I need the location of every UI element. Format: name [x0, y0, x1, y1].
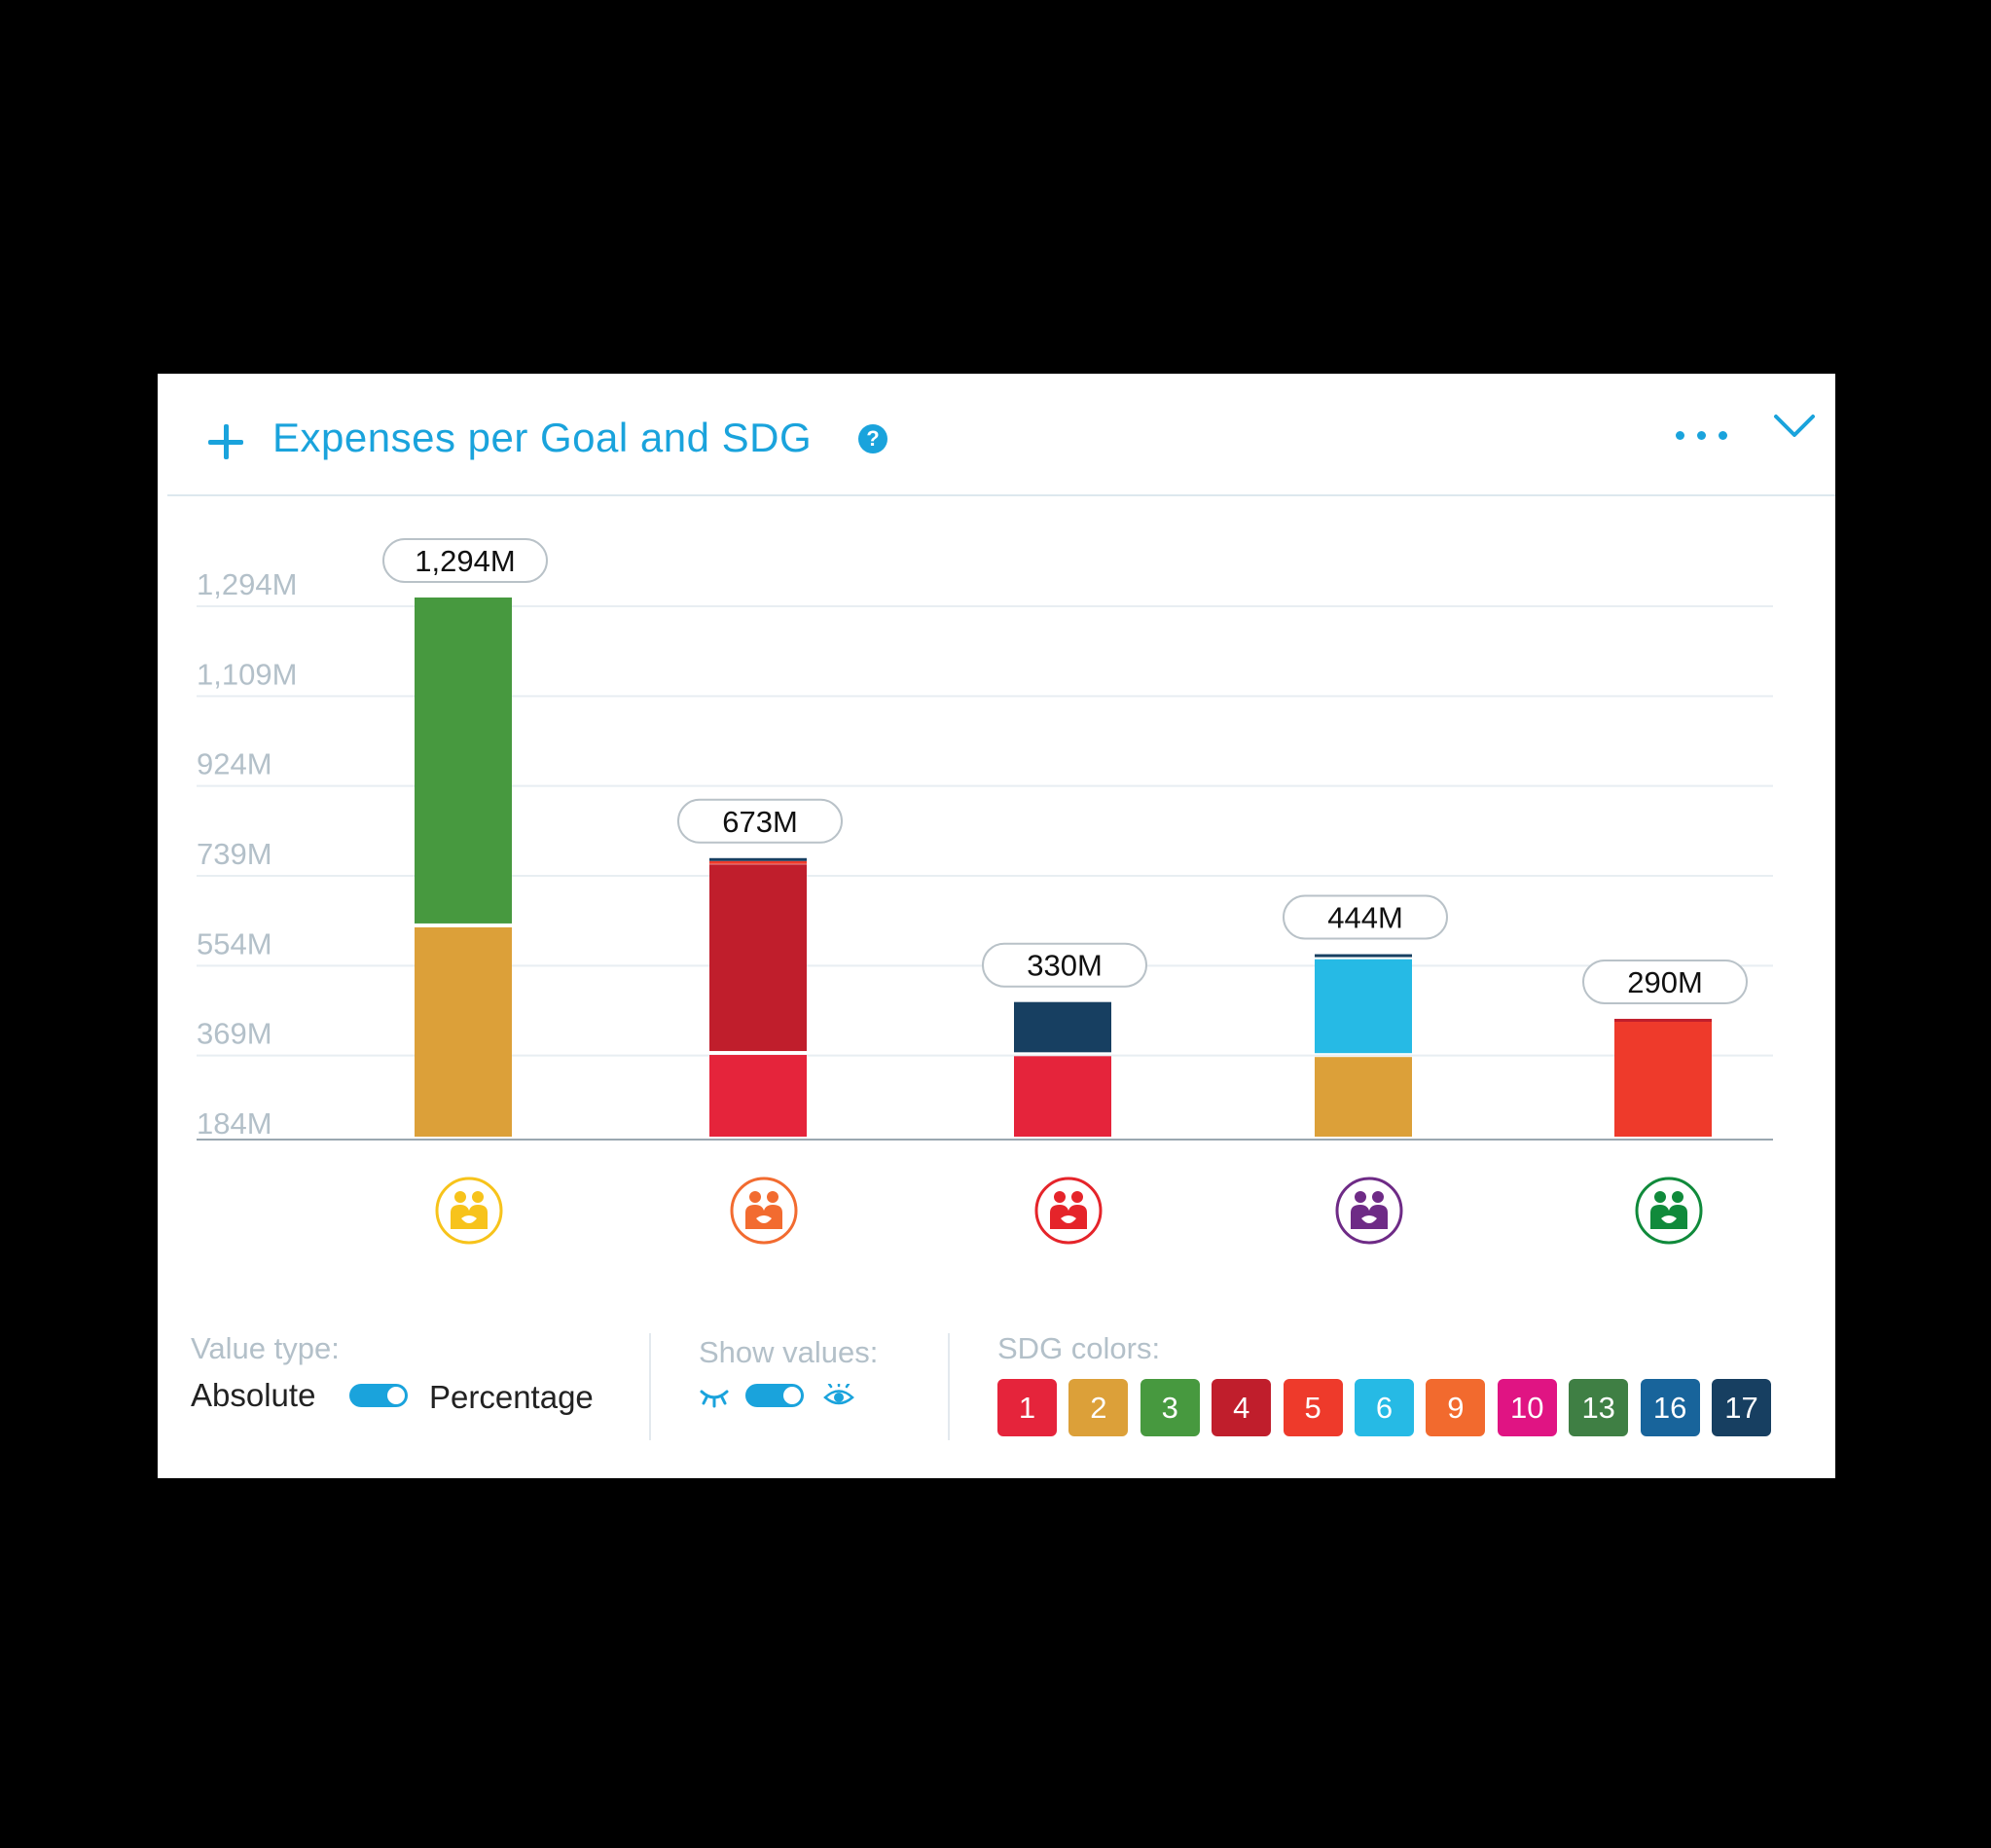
- eye-icon[interactable]: [823, 1384, 854, 1409]
- chevron-down-icon[interactable]: [1773, 411, 1816, 440]
- card-header: Expenses per Goal and SDG ?: [158, 374, 1835, 496]
- y-tick-label: 369M: [197, 1017, 272, 1051]
- value-bubble: [677, 798, 843, 844]
- value-type-toggle[interactable]: [349, 1384, 408, 1407]
- stacked-bar-chart: 1,294M 1,109M 924M 739M 554M 369M 184M 1,294M 6…: [197, 538, 1773, 1141]
- value-bubble: [382, 538, 548, 583]
- sdg-chip-2[interactable]: 2: [1068, 1379, 1129, 1436]
- show-values-label: Show values:: [699, 1335, 879, 1369]
- bar-segment-sdg-2[interactable]: [415, 926, 512, 1137]
- community-goal-icon[interactable]: [1634, 1176, 1704, 1246]
- bar-segment-sdg-3[interactable]: [415, 598, 512, 924]
- bar-segment-sdg-4[interactable]: [1614, 1018, 1712, 1022]
- family-goal-icon[interactable]: [1033, 1176, 1104, 1246]
- sdg-chip-16[interactable]: 16: [1640, 1379, 1700, 1436]
- bar-segment-sdg-6[interactable]: [1315, 959, 1412, 1054]
- sdg-chip-4[interactable]: 4: [1212, 1379, 1272, 1436]
- bar-segment-sdg-17[interactable]: [1315, 954, 1412, 958]
- value-bubble: [1283, 894, 1448, 940]
- bar-segment-sdg-1[interactable]: [709, 1055, 807, 1137]
- sdg-chip-13[interactable]: 13: [1569, 1379, 1629, 1436]
- plus-icon[interactable]: [208, 424, 243, 459]
- page-title: Expenses per Goal and SDG: [272, 415, 813, 460]
- y-tick-label: 1,294M: [197, 567, 297, 601]
- sdg-chip-5[interactable]: 5: [1283, 1379, 1343, 1436]
- bar-total-label: 330M: [1027, 949, 1103, 983]
- bar-segment-sdg-5[interactable]: [709, 860, 807, 864]
- y-tick-label: 739M: [197, 837, 272, 871]
- help-icon[interactable]: ?: [858, 424, 887, 453]
- y-tick-label: 924M: [197, 747, 272, 781]
- y-tick-label: 1,109M: [197, 657, 297, 691]
- sdg-chip-17[interactable]: 17: [1712, 1379, 1771, 1436]
- bar-segment-sdg-1[interactable]: [1014, 1056, 1111, 1137]
- header-divider: [167, 494, 1835, 496]
- bar-segment-sdg-17[interactable]: [1014, 1001, 1111, 1053]
- bar-segment-sdg-5[interactable]: [1614, 1020, 1712, 1137]
- sdg-chip-3[interactable]: 3: [1140, 1379, 1200, 1436]
- sdg-chip-1[interactable]: 1: [997, 1379, 1057, 1436]
- controls-divider: [948, 1333, 950, 1440]
- controls-divider: [649, 1333, 651, 1440]
- eye-closed-icon[interactable]: [699, 1388, 730, 1409]
- show-values-toggle[interactable]: [745, 1384, 804, 1407]
- value-bubble: [1582, 959, 1748, 1004]
- value-type-label: Value type:: [191, 1331, 340, 1365]
- sdg-chip-10[interactable]: 10: [1497, 1379, 1557, 1436]
- health-goal-icon[interactable]: [434, 1176, 504, 1246]
- bar-total-label: 444M: [1327, 901, 1403, 935]
- bar-segment-sdg-4[interactable]: [709, 864, 807, 1052]
- water-goal-icon[interactable]: [1334, 1176, 1404, 1246]
- bar-total-label: 290M: [1627, 965, 1703, 999]
- bar-segment-sdg-17[interactable]: [709, 857, 807, 861]
- more-icon[interactable]: [1676, 428, 1728, 442]
- bar-total-label: 1,294M: [415, 544, 515, 578]
- bar-total-label: 673M: [722, 805, 798, 839]
- y-tick-label: 554M: [197, 926, 272, 960]
- value-bubble: [982, 942, 1147, 988]
- y-tick-label: 184M: [197, 1106, 272, 1141]
- sdg-chip-9[interactable]: 9: [1426, 1379, 1486, 1436]
- chart-card: Expenses per Goal and SDG ? 1,294M 1,109M…: [158, 374, 1835, 1478]
- sdg-colors-label: SDG colors:: [997, 1331, 1161, 1365]
- value-type-percentage[interactable]: Percentage: [429, 1379, 594, 1415]
- value-type-absolute[interactable]: Absolute: [191, 1377, 316, 1413]
- sdg-chip-6[interactable]: 6: [1355, 1379, 1414, 1436]
- education-goal-icon[interactable]: [729, 1176, 799, 1246]
- bar-segment-sdg-2[interactable]: [1315, 1057, 1412, 1137]
